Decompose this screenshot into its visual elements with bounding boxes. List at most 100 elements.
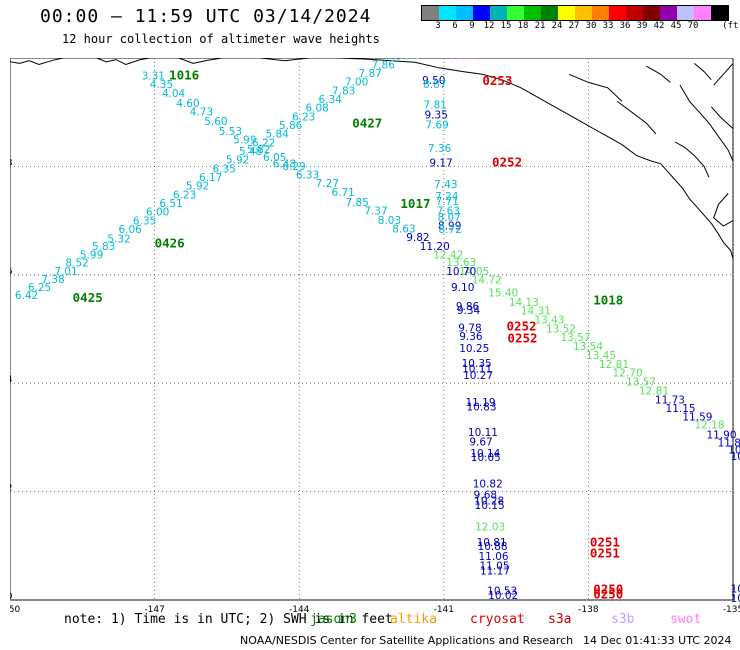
colorbar-tick-label: 42 xyxy=(653,21,665,31)
colorbar-swatch xyxy=(592,6,609,20)
wave-height-value: 7.37 xyxy=(364,206,387,218)
latitude-tick-label: 50 xyxy=(10,592,13,602)
wave-height-value: 6.05 xyxy=(263,152,286,164)
wave-height-value: 11.06 xyxy=(479,551,509,563)
wave-height-value: 9.86 xyxy=(456,301,480,313)
wave-height-value: 11.20 xyxy=(420,241,450,253)
wave-height-value: 7.27 xyxy=(316,178,339,190)
coastline-segment xyxy=(679,84,734,162)
wave-height-value: 9.17 xyxy=(429,157,452,169)
colorbar-unit: (ft) xyxy=(722,21,740,31)
longitude-tick-label: -138 xyxy=(578,605,599,615)
wave-height-value: 10.05 xyxy=(471,452,501,464)
colorbar-tick-label: 24 xyxy=(551,21,563,31)
wave-height-value: 6.35 xyxy=(212,163,235,175)
wave-height-value: 6.25 xyxy=(28,282,51,294)
wave-height-value: 7.87 xyxy=(358,68,381,80)
wave-height-value: 8.99 xyxy=(438,220,461,232)
wave-height-value: 11.15 xyxy=(666,403,696,415)
wave-height-value: 5.60 xyxy=(204,116,227,128)
colorbar-tick-label: 45 xyxy=(670,21,682,31)
wave-height-value: 13.63 xyxy=(446,257,476,269)
wave-height-value: 10.83 xyxy=(466,401,496,413)
longitude-tick-label: -144 xyxy=(289,605,310,615)
coastline-segment xyxy=(337,58,661,165)
wave-height-value: 10.8 xyxy=(731,451,740,463)
colorbar-swatch xyxy=(643,6,660,20)
coastline-segment xyxy=(674,141,710,178)
wave-height-value: 12.03 xyxy=(475,522,505,534)
wave-height-value: 9.36 xyxy=(459,331,483,343)
wave-height-value: 5.82 xyxy=(247,144,270,156)
pass-time-label: 0253 xyxy=(449,58,479,62)
satellite-legend-cryosat: cryosat xyxy=(470,612,525,627)
wave-height-value: 6.23 xyxy=(292,111,315,123)
longitude-tick-label: -135 xyxy=(723,605,740,615)
wave-height-value: 10.82 xyxy=(473,478,503,490)
wave-height-value: 12.81 xyxy=(639,386,669,398)
wave-height-value: 11.59 xyxy=(682,412,712,424)
longitude-tick-label: -147 xyxy=(144,605,164,615)
wave-height-value: 13.52 xyxy=(546,323,576,335)
wave-height-value: 5.32 xyxy=(107,233,130,245)
pass-time-label: 0253 xyxy=(482,73,512,88)
wave-height-value: 11.19 xyxy=(465,397,495,409)
colorbar-tick-label: 30 xyxy=(585,21,597,31)
wave-height-value: 7.69 xyxy=(425,119,448,131)
colorbar-tick-label: 70 xyxy=(687,21,699,31)
wave-height-value: 7.83 xyxy=(332,85,355,97)
coastline-segment xyxy=(660,163,734,259)
wave-height-value: 7.87 xyxy=(385,58,408,63)
wave-height-value: 10.53 xyxy=(487,586,517,598)
wave-height-value: 8.03 xyxy=(378,215,401,227)
wave-height-value: 5.99 xyxy=(80,250,103,262)
wave-height-value: 14.05 xyxy=(459,266,489,278)
wave-height-value: 7.86 xyxy=(372,59,396,71)
wave-height-value: 13.45 xyxy=(586,350,616,362)
colorbar-tick-label: 21 xyxy=(534,21,546,31)
wave-height-value: 10.35 xyxy=(462,358,492,370)
wave-height-value: 7.24 xyxy=(435,191,459,203)
wave-height-value: 10.27 xyxy=(463,370,493,382)
satellite-legend-s3a: s3a xyxy=(548,612,572,627)
wave-height-value: 6.23 xyxy=(173,189,196,201)
footer-generated-time: 14 Dec 01:41:33 UTC 2024 xyxy=(583,634,732,647)
wave-height-value: 3.31 xyxy=(142,71,165,83)
colorbar-tick-label: 3 xyxy=(435,21,441,31)
wave-height-value: 7.63 xyxy=(437,206,460,218)
pass-time-label: 0252 xyxy=(492,154,522,169)
wave-height-value: 8.63 xyxy=(392,224,415,236)
coastline-segment xyxy=(713,193,734,227)
wave-height-value: 9.78 xyxy=(458,323,481,335)
wave-height-value: 12.70 xyxy=(613,368,643,380)
wave-height-value: 11.87 xyxy=(718,438,740,450)
coastline-segment xyxy=(645,65,671,83)
colorbar-swatch xyxy=(677,6,694,20)
wave-height-value: 8.07 xyxy=(438,212,461,224)
wave-height-value: 6.08 xyxy=(305,103,328,115)
wave-height-value: 5.84 xyxy=(265,129,289,141)
wave-height-value: 6.29 xyxy=(282,161,305,173)
pass-time-label: 0251 xyxy=(590,534,620,549)
colorbar-tick-label: 15 xyxy=(500,21,512,31)
wave-height-value: 4.73 xyxy=(190,106,213,118)
footer-credit: NOAA/NESDIS Center for Satellite Applica… xyxy=(240,634,574,647)
wave-height-value: 5.83 xyxy=(92,241,115,253)
wave-height-value: 10.70 xyxy=(446,266,476,278)
colorbar-swatch xyxy=(422,6,439,20)
wave-height-value: 8.87 xyxy=(423,79,446,91)
colorbar-swatch xyxy=(609,6,626,20)
wave-height-value: 6.71 xyxy=(331,187,354,199)
colorbar-swatch xyxy=(541,6,558,20)
pass-time-label: 0427 xyxy=(352,115,382,130)
latitude-tick-label: 56 xyxy=(10,267,13,277)
colorbar-tick-label: 9 xyxy=(469,21,475,31)
satellite-legend-s3b: s3b xyxy=(611,612,635,627)
pass-time-labels: 1016042710170426042510180253025302520252… xyxy=(73,58,624,601)
longitude-tick-label: -150 xyxy=(10,605,20,615)
colorbar-tick-label: 12 xyxy=(483,21,495,31)
wave-height-value: 10.74 xyxy=(728,445,740,457)
wave-height-value: 10.14 xyxy=(470,448,500,460)
pass-time-label: 0250 xyxy=(593,586,623,601)
wave-height-value: 6.48 xyxy=(273,158,296,170)
